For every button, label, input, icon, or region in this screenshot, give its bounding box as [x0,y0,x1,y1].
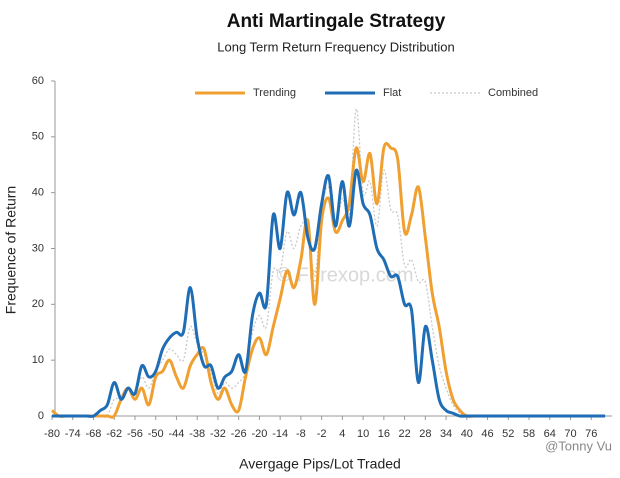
x-tick-label: 28 [419,428,431,440]
x-tick-label: -50 [148,428,164,440]
x-tick-label: -62 [106,428,122,440]
x-tick-label: 52 [502,428,514,440]
x-axis-label: Avergage Pips/Lot Traded [239,456,401,472]
legend-label: Trending [253,87,296,99]
x-tick-label: 46 [481,428,493,440]
series-line [51,108,606,418]
x-tick-label: 76 [585,428,597,440]
y-tick-label: 0 [38,410,44,422]
x-tick-label: 4 [339,428,345,440]
x-tick-label: -44 [168,428,184,440]
x-tick-label: -2 [317,428,327,440]
y-tick-label: 10 [32,354,44,366]
legend-label: Combined [488,87,538,99]
x-tick-label: -32 [210,428,226,440]
x-tick-label: -8 [296,428,306,440]
y-tick-label: 50 [32,131,44,143]
x-tick-label: 70 [564,428,576,440]
x-tick-label: -26 [231,428,247,440]
x-tick-label: -56 [127,428,143,440]
x-tick-label: 34 [440,428,452,440]
legend-label: Flat [383,87,401,99]
x-tick-label: 22 [398,428,410,440]
x-tick-label: -68 [86,428,102,440]
series-line [51,168,606,418]
x-tick-label: -80 [44,428,60,440]
x-tick-label: 40 [461,428,473,440]
chart-subtitle: Long Term Return Frequency Distribution [217,39,455,54]
y-tick-label: 40 [32,187,44,199]
chart-title: Anti Martingale Strategy [227,11,446,32]
x-tick-label: 10 [357,428,369,440]
x-tick-label: 64 [544,428,556,440]
x-tick-label: 58 [523,428,535,440]
x-tick-label: -38 [189,428,205,440]
y-tick-label: 20 [32,298,44,310]
y-tick-label: 60 [32,75,44,87]
x-tick-label: -14 [272,428,288,440]
y-tick-label: 30 [32,242,44,254]
x-tick-label: -20 [251,428,267,440]
x-tick-label: -74 [65,428,81,440]
credit: @Tonny Vu [545,438,612,453]
x-tick-label: 16 [378,428,390,440]
y-axis-label: Frequence of Return [3,186,19,314]
